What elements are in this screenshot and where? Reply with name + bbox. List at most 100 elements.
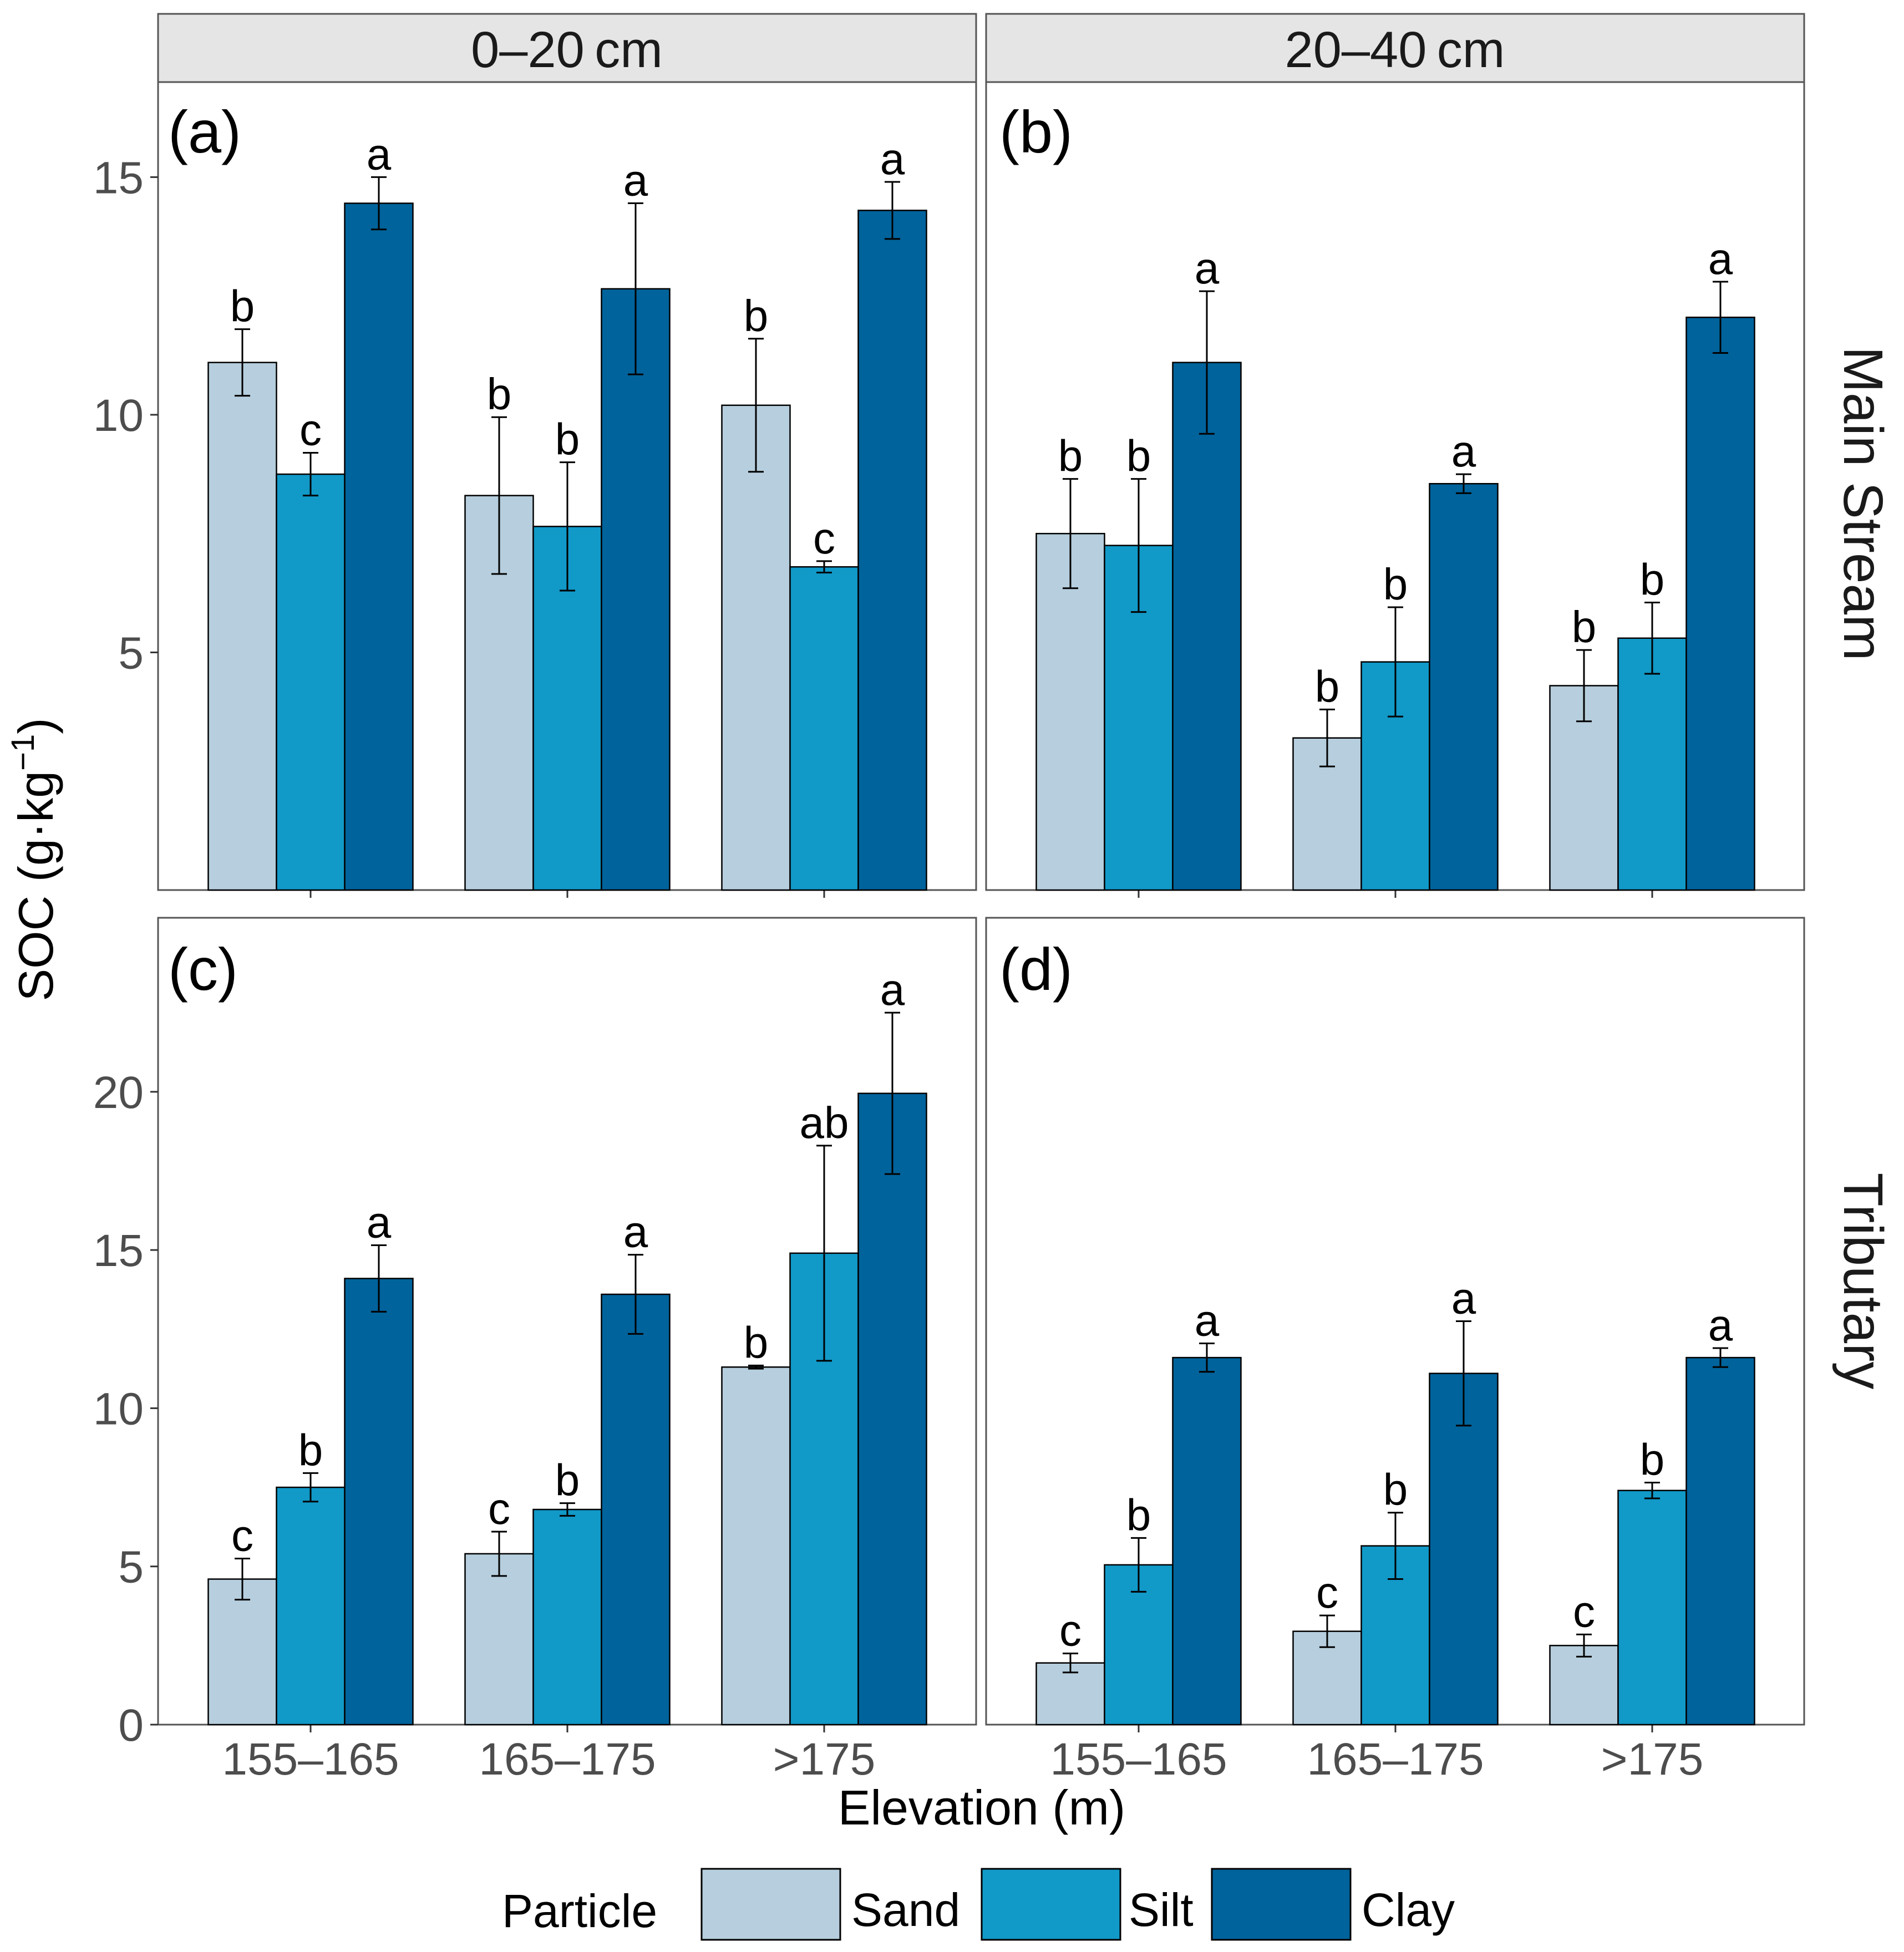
legend-title: Particle xyxy=(502,1885,657,1937)
sig-letter-d-clay-0: a xyxy=(1195,1295,1220,1345)
sig-letter-b-clay-1: a xyxy=(1451,426,1476,476)
row-strip-tributary: Tributary xyxy=(1832,1173,1894,1390)
bar-c-sand-2 xyxy=(721,1366,791,1726)
y-ticks-bottom-row: 0 5 10 15 20 xyxy=(93,1068,158,1751)
y-axis-title-close: ) xyxy=(8,718,63,734)
bar-a-clay-1 xyxy=(601,288,671,891)
sig-letter-d-clay-2: a xyxy=(1708,1300,1733,1350)
y-tick-label-bottom-1: 5 xyxy=(118,1542,144,1593)
sig-letter-a-sand-0: b xyxy=(230,282,255,331)
y-tick-label-bottom-3: 15 xyxy=(93,1226,144,1276)
sig-letter-d-sand-1: c xyxy=(1316,1568,1338,1617)
sig-letter-b-silt-2: b xyxy=(1640,555,1665,604)
x-tick-label-c-0: 155–165 xyxy=(222,1734,399,1785)
bar-c-clay-0 xyxy=(344,1278,414,1726)
legend: Particle Sand Silt Clay xyxy=(502,1868,1455,1941)
sig-letter-b-clay-2: a xyxy=(1708,234,1733,283)
panel-tag-d: (d) xyxy=(999,936,1073,1003)
strip-col-1 xyxy=(157,13,977,83)
y-tick-label-bottom-0: 0 xyxy=(118,1700,144,1751)
sig-letter-a-sand-2: b xyxy=(744,291,769,340)
x-tick-label-d-1: 165–175 xyxy=(1307,1734,1484,1785)
panel-tag-b: (b) xyxy=(999,98,1073,165)
panel-tag-a: (a) xyxy=(168,98,241,165)
strip-col-2-label: 20–40 cm xyxy=(1285,22,1505,78)
sig-letter-c-sand-2: b xyxy=(744,1318,769,1367)
sig-letter-c-sand-1: c xyxy=(488,1484,510,1533)
sig-letter-a-silt-0: c xyxy=(299,405,322,455)
legend-swatch-sand xyxy=(700,1868,841,1941)
sig-letter-d-silt-2: b xyxy=(1640,1435,1665,1485)
sig-letter-b-silt-0: b xyxy=(1126,431,1151,481)
x-axis-title: Elevation (m) xyxy=(838,1780,1125,1835)
y-tick-label-bottom-4: 20 xyxy=(93,1068,144,1118)
bar-c-silt-0 xyxy=(276,1486,346,1726)
panel-d: c b a c b a c b a xyxy=(985,917,1805,1732)
bar-c-sand-1 xyxy=(464,1553,534,1726)
bar-a-silt-0 xyxy=(276,473,346,891)
sig-letter-a-clay-2: a xyxy=(880,134,905,184)
bar-a-sand-0 xyxy=(207,362,277,891)
sig-letter-c-clay-0: a xyxy=(367,1198,392,1247)
sig-letter-c-clay-1: a xyxy=(623,1207,648,1257)
sig-letter-d-silt-0: b xyxy=(1126,1490,1151,1539)
bar-b-clay-1 xyxy=(1429,482,1499,891)
sig-letter-d-clay-1: a xyxy=(1451,1274,1476,1323)
legend-swatch-silt xyxy=(981,1868,1121,1941)
bar-a-sand-2 xyxy=(721,404,791,891)
x-ticks: 155–165 165–175 >175 155–165 165–175 >175 xyxy=(222,1734,1703,1785)
bar-b-clay-0 xyxy=(1172,362,1242,891)
sig-letter-d-sand-0: c xyxy=(1059,1606,1082,1655)
sig-letter-d-sand-2: c xyxy=(1573,1587,1595,1636)
strip-col-1-label: 0–20 cm xyxy=(471,22,663,78)
x-tick-label-c-1: 165–175 xyxy=(479,1734,656,1785)
bar-c-silt-1 xyxy=(532,1508,602,1726)
y-tick-label-top-1: 10 xyxy=(93,390,144,441)
sig-letter-b-sand-2: b xyxy=(1572,602,1597,652)
bar-a-clay-0 xyxy=(344,202,414,891)
bar-c-clay-1 xyxy=(601,1293,671,1726)
bar-b-silt-2 xyxy=(1617,637,1687,891)
x-tick-label-c-2: >175 xyxy=(773,1734,876,1785)
sig-letter-a-clay-1: a xyxy=(623,156,648,205)
bar-a-silt-2 xyxy=(789,566,859,891)
legend-label-clay: Clay xyxy=(1362,1884,1455,1936)
panel-tag-c: (c) xyxy=(168,936,238,1003)
y-axis-title: SOC (g·kg−1) xyxy=(5,718,63,1001)
sig-letter-c-sand-0: c xyxy=(231,1511,253,1560)
y-axis-title-main: SOC (g·kg xyxy=(8,771,63,1002)
sig-letter-c-silt-2: ab xyxy=(800,1098,849,1147)
sig-letter-b-silt-1: b xyxy=(1383,560,1408,609)
legend-label-silt: Silt xyxy=(1129,1884,1194,1936)
sig-letter-b-sand-0: b xyxy=(1058,431,1083,481)
bar-b-sand-0 xyxy=(1035,532,1105,891)
strip-col-2 xyxy=(985,13,1805,83)
bar-d-clay-2 xyxy=(1685,1356,1755,1726)
x-tick-label-d-0: 155–165 xyxy=(1050,1734,1227,1785)
bar-c-sand-0 xyxy=(207,1578,277,1726)
y-tick-label-bottom-2: 10 xyxy=(93,1384,144,1434)
bar-d-clay-0 xyxy=(1172,1356,1242,1726)
sig-letter-b-clay-0: a xyxy=(1195,243,1220,293)
y-axis-title-sup: −1 xyxy=(5,734,41,771)
bar-c-clay-2 xyxy=(857,1092,927,1726)
bar-b-clay-2 xyxy=(1685,316,1755,891)
sig-letter-c-clay-2: a xyxy=(880,965,905,1014)
y-tick-label-top-0: 5 xyxy=(118,628,144,678)
bar-d-silt-2 xyxy=(1617,1490,1687,1726)
y-tick-label-top-2: 15 xyxy=(93,152,144,203)
legend-label-sand: Sand xyxy=(851,1884,960,1936)
legend-swatch-clay xyxy=(1211,1868,1352,1941)
sig-letter-c-silt-1: b xyxy=(555,1456,580,1505)
sig-letter-d-silt-1: b xyxy=(1383,1465,1408,1514)
sig-letter-a-silt-2: c xyxy=(813,514,835,563)
sig-letter-a-clay-0: a xyxy=(367,129,392,179)
sig-letter-b-sand-1: b xyxy=(1315,662,1340,711)
sig-letter-a-silt-1: b xyxy=(555,415,580,464)
x-tick-label-d-2: >175 xyxy=(1601,1734,1704,1785)
sig-letter-a-sand-1: b xyxy=(487,369,512,419)
